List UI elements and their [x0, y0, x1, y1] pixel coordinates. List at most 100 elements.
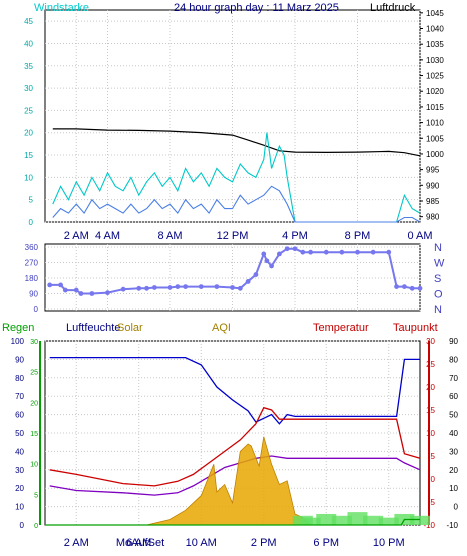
x-tick-label: 8 AM [157, 230, 182, 242]
aqi-bar [410, 515, 430, 525]
x-tick-label: 10 PM [373, 537, 405, 549]
x-tick-label: 0 AM [407, 230, 432, 242]
aqi-bar [363, 515, 384, 525]
aqi-bar [316, 513, 337, 525]
rain-tick-label: 20 [30, 400, 38, 407]
series-line-temperatur [49, 406, 421, 487]
direction-point [47, 282, 53, 288]
humidity-tick-label: 60 [15, 411, 24, 420]
wind-tick-label: 35 [24, 62, 33, 71]
pressure-tick-label: 1035 [426, 40, 444, 49]
wind-tick-label: 25 [24, 106, 33, 115]
x-tick-label: 6 AM [126, 537, 151, 549]
panel3-rain-ticks: 0 5 10 15 20 25 30 [30, 339, 38, 530]
dewpoint-tick-label: 0 [454, 503, 459, 512]
x-tick-label: 2 PM [251, 537, 277, 549]
pressure-tick-label: 1025 [426, 72, 444, 81]
temperature-tick-label: 0 [431, 475, 436, 484]
pressure-tick-label: 1030 [426, 56, 444, 65]
rain-tick-label: 0 [34, 523, 38, 530]
wind-tick-label: 45 [24, 17, 33, 26]
temperature-tick-label: 30 [426, 337, 435, 346]
humidity-tick-label: 30 [15, 466, 24, 475]
humidity-tick-label: 70 [15, 392, 24, 401]
x-tick-label: 2 AM [64, 537, 89, 549]
humidity-tick-label: 40 [15, 447, 24, 456]
dewpoint-tick-label: 80 [449, 355, 458, 364]
humidity-tick-label: 10 [15, 503, 24, 512]
x-tick-label: 2 AM [64, 230, 89, 242]
solar-label: Solar [117, 322, 143, 334]
pressure-tick-label: 985 [426, 197, 440, 206]
x-tick-label: 8 PM [345, 230, 371, 242]
compass-label: W [434, 258, 445, 270]
x-tick-label: 4 AM [95, 230, 120, 242]
humidity-tick-label: 80 [15, 374, 24, 383]
wind-axis-label: Windstarke [34, 2, 89, 14]
temperature-tick-label: 10 [426, 429, 435, 438]
wind-tick-label: 0 [29, 218, 34, 227]
moon-label: MoAufSet [116, 537, 164, 549]
wind-tick-label: 10 [24, 173, 33, 182]
pressure-tick-label: 990 [426, 181, 440, 190]
temperature-tick-label: 15 [426, 406, 435, 415]
pressure-tick-label: 1040 [426, 25, 444, 34]
chart-title: 24 hour graph day : 11 Marz 2025 [174, 2, 339, 14]
wind-tick-label: 5 [29, 196, 34, 205]
wind-pressure-panel: Windstarke 24 hour graph day : 11 Marz 2… [24, 2, 444, 242]
aqi-bar [347, 512, 368, 525]
dewpoint-tick-label: 90 [449, 337, 458, 346]
temperature-tick-label: 20 [426, 383, 435, 392]
direction-tick-label: 90 [29, 290, 38, 299]
dewpoint-tick-label: 70 [449, 374, 458, 383]
panel1-series [52, 128, 421, 223]
panel1-x-ticks: 2 AM 4 AM 8 AM 12 PM 4 PM 8 PM 0 AM [64, 230, 433, 242]
humidity-tick-label: 100 [11, 337, 25, 346]
aqi-label: AQI [212, 322, 231, 334]
panel3-overlay-labels: MoAufSet [116, 537, 164, 549]
series-line-windstarke [52, 185, 421, 223]
panel3-series [45, 356, 430, 526]
panel2-series [47, 246, 423, 296]
humidity-label: Luftfeuchte [66, 322, 120, 334]
panel3-x-ticks: 2 AM 6 AM 10 AM 2 PM 6 PM 10 PM [64, 537, 405, 549]
humidity-tick-label: 50 [15, 429, 24, 438]
temperature-label: Temperatur [313, 322, 369, 334]
compass-label: N [434, 242, 442, 254]
series-line-luftfeuchte [49, 356, 420, 425]
panel2-grid [45, 244, 421, 311]
temperature-tick-label: 25 [426, 360, 435, 369]
panel3-temperature-ticks: -10 -5 0 5 10 15 20 25 30 [423, 337, 435, 530]
pressure-tick-label: 980 [426, 213, 440, 222]
compass-label: S [434, 273, 441, 285]
wind-tick-label: 30 [24, 84, 33, 93]
temperature-tick-label: 5 [431, 452, 436, 461]
series-line-luftdruck [52, 128, 421, 157]
pressure-tick-label: 1000 [426, 150, 444, 159]
temperature-tick-label: -10 [423, 521, 435, 530]
dewpoint-tick-label: 50 [449, 411, 458, 420]
series-line-windstarke-gust [52, 132, 421, 223]
rain-tick-label: 10 [30, 462, 38, 469]
dewpoint-tick-label: 20 [449, 466, 458, 475]
temperature-tick-label: -5 [428, 498, 436, 507]
compass-label: O [434, 289, 443, 301]
wind-tick-label: 15 [24, 151, 33, 160]
pressure-tick-label: 1020 [426, 87, 444, 96]
dewpoint-tick-label: -10 [446, 521, 458, 530]
humidity-tick-label: 0 [20, 521, 25, 530]
x-tick-label: 6 PM [313, 537, 339, 549]
panel1-grid [45, 10, 421, 223]
dewpoint-label: Taupunkt [393, 322, 438, 334]
direction-tick-label: 180 [25, 274, 39, 283]
pressure-tick-label: 995 [426, 166, 440, 175]
x-tick-label: 10 AM [186, 537, 217, 549]
climate-panel: Regen Luftfeuchte Solar AQI Temperatur T… [2, 322, 459, 549]
pressure-tick-label: 1005 [426, 134, 444, 143]
direction-tick-label: 0 [34, 305, 39, 314]
pressure-axis-label: Luftdruck [370, 2, 416, 14]
dewpoint-tick-label: 30 [449, 447, 458, 456]
series-line-regen [45, 518, 420, 526]
